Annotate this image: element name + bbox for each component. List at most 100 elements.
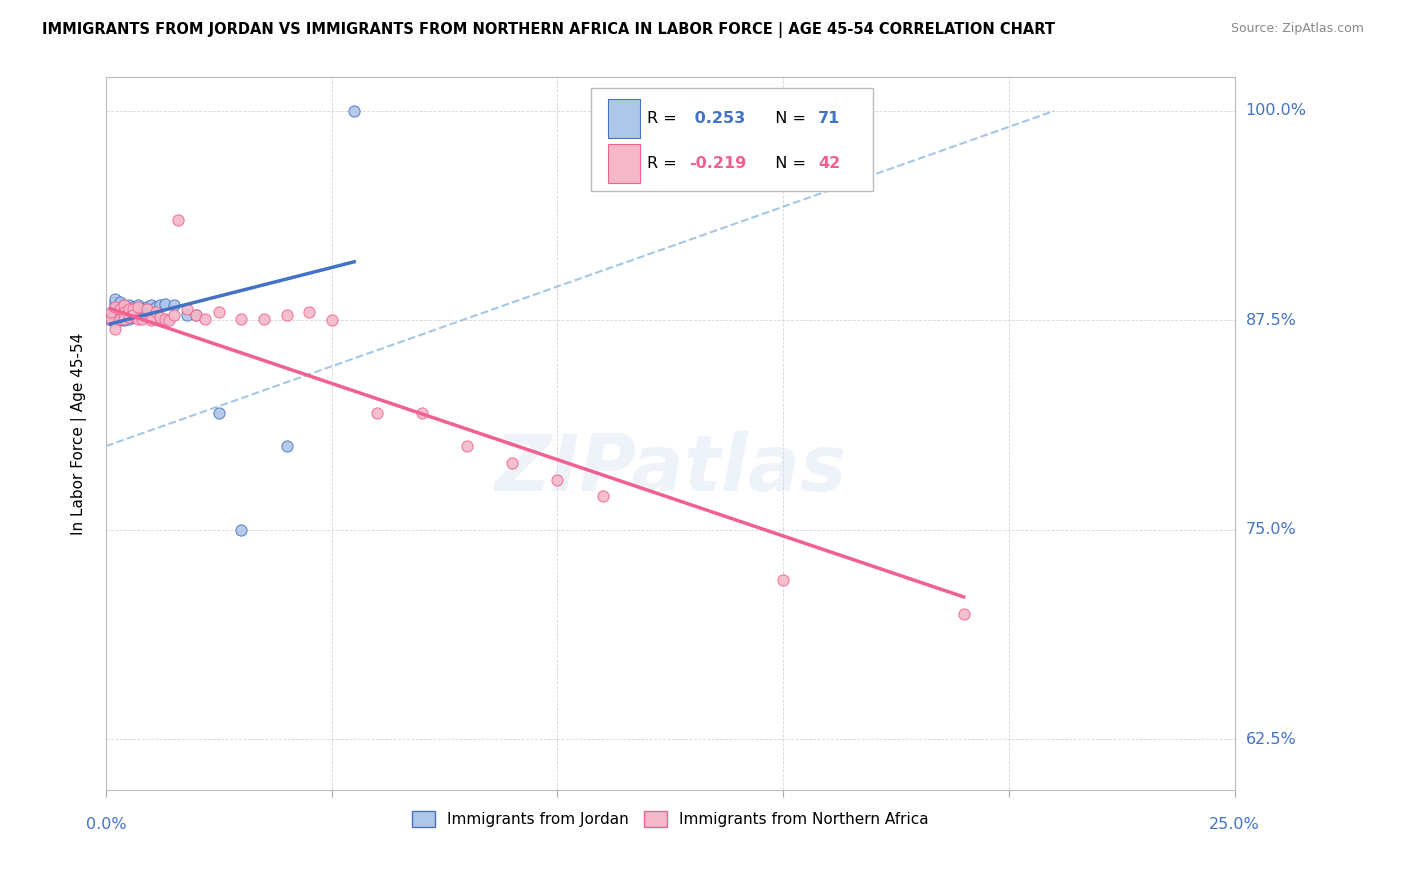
Point [952,607,974,621]
Point [145,305,167,319]
Point [117,305,139,319]
Point [501,456,523,470]
Point [131,307,153,321]
Text: 100.0%: 100.0% [1246,103,1306,119]
Point [411,406,433,420]
Point [127,309,149,323]
Point [112,311,135,326]
Point [153,296,176,310]
Bar [609,145,640,184]
Text: 0.0%: 0.0% [86,817,127,832]
Point [104,301,127,316]
Point [186,309,208,323]
Point [108,310,131,324]
Text: 75.0%: 75.0% [1246,523,1296,537]
Text: R =: R = [647,156,682,171]
Point [108,305,131,319]
Point [546,473,568,487]
Point [104,300,127,314]
Point [108,313,131,327]
Point [153,311,176,326]
Point [117,301,139,316]
Point [112,309,135,323]
Point [186,309,208,323]
Text: 0.253: 0.253 [689,112,745,126]
Point [100,309,122,323]
Point [231,523,253,537]
Point [104,305,127,319]
Point [104,313,127,327]
Point [112,310,135,324]
Text: R =: R = [647,112,682,126]
Point [231,311,253,326]
Point [100,313,122,327]
Point [208,406,231,420]
Point [117,301,139,316]
Text: 87.5%: 87.5% [1246,313,1296,328]
Point [117,298,139,312]
Point [276,439,298,453]
Point [112,305,135,319]
Point [163,298,186,312]
Point [112,298,135,312]
Point [135,300,157,314]
Point [112,311,135,326]
Point [139,310,162,324]
Point [100,311,122,326]
Point [100,305,122,319]
Point [108,301,131,316]
Point [131,311,153,326]
Point [108,307,131,321]
Text: N =: N = [765,112,811,126]
Point [127,301,149,316]
Text: -0.219: -0.219 [689,156,747,171]
Point [108,300,131,314]
Point [122,309,145,323]
Point [104,309,127,323]
Point [108,295,131,310]
Point [298,305,321,319]
Point [100,311,122,326]
Point [117,311,139,326]
Point [176,309,198,323]
Point [122,307,145,321]
Point [108,311,131,326]
Point [145,300,167,314]
Point [100,311,122,326]
Point [122,309,145,323]
Point [108,296,131,310]
Point [127,300,149,314]
Point [122,303,145,318]
Point [104,295,127,310]
Point [108,311,131,326]
Point [149,310,172,324]
Y-axis label: In Labor Force | Age 45-54: In Labor Force | Age 45-54 [72,333,87,534]
Point [127,311,149,326]
Point [112,300,135,314]
Point [253,311,276,326]
Point [127,307,149,321]
Point [343,103,366,118]
Point [139,298,162,312]
Text: IMMIGRANTS FROM JORDAN VS IMMIGRANTS FROM NORTHERN AFRICA IN LABOR FORCE | AGE 4: IMMIGRANTS FROM JORDAN VS IMMIGRANTS FRO… [42,22,1054,38]
Point [149,298,172,312]
Text: 62.5%: 62.5% [1246,731,1296,747]
Point [112,298,135,312]
Point [127,305,149,319]
Text: 71: 71 [818,112,841,126]
Bar [609,99,640,138]
Point [139,301,162,316]
Point [135,305,157,319]
Point [117,309,139,323]
Point [139,313,162,327]
Point [112,307,135,321]
Point [104,310,127,324]
Point [112,305,135,319]
Point [157,313,180,327]
Legend: Immigrants from Jordan, Immigrants from Northern Africa: Immigrants from Jordan, Immigrants from … [406,805,935,833]
Point [122,310,145,324]
Point [122,301,145,316]
Point [167,212,190,227]
Point [112,301,135,316]
Text: N =: N = [765,156,811,171]
